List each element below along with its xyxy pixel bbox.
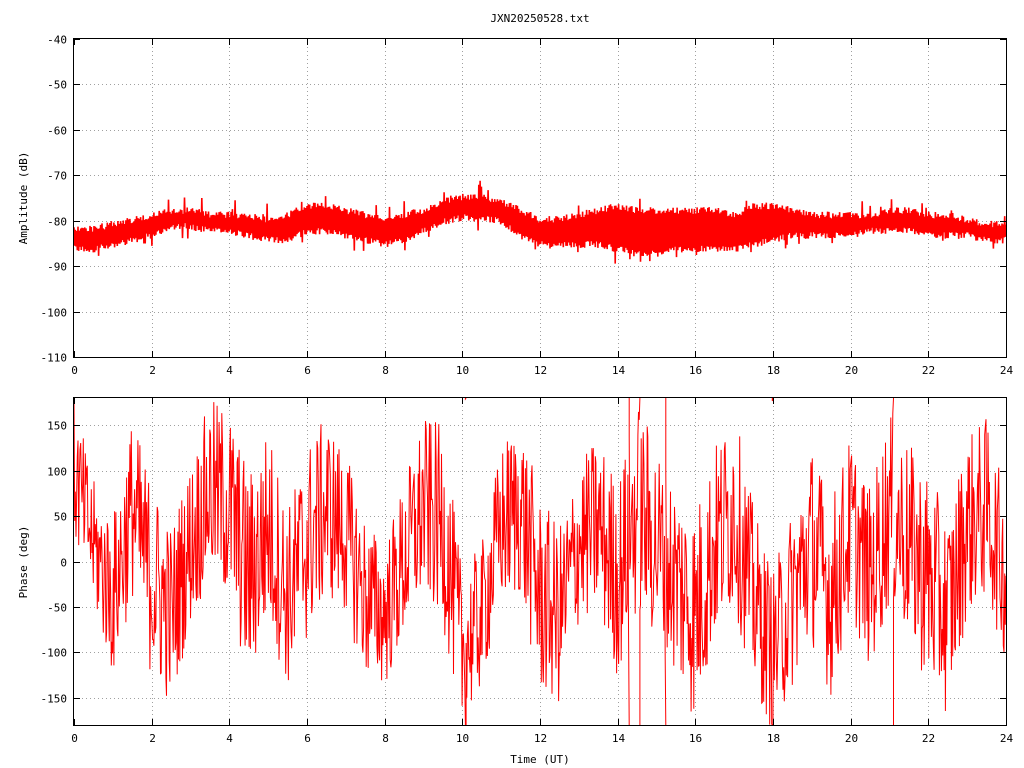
y-tick-label: -40 (47, 34, 67, 47)
amplitude-panel: 0 2 4 6 8 10 12 14 16 18 20 22 24-40-50-60-70-80-90-… (17, 34, 1013, 378)
x-tick-label: 0 (71, 364, 78, 377)
y-tick-label: -100 (41, 647, 68, 660)
y-tick-label: 150 (47, 420, 67, 433)
amplitude-series (73, 180, 1007, 264)
amplitude-grid (74, 39, 1006, 357)
x-tick-label: 22 (922, 364, 935, 377)
x-tick-label: 24 (1000, 732, 1014, 745)
x-tick-label: 14 (612, 364, 626, 377)
x-tick-label: 20 (845, 732, 858, 745)
x-axis-label: Time (UT) (510, 753, 570, 766)
y-tick-label: 50 (54, 511, 67, 524)
x-tick-label: 14 (612, 732, 626, 745)
x-tick-label: 6 (304, 364, 311, 377)
phase-line (73, 397, 1007, 726)
x-tick-label: 4 (226, 364, 233, 377)
x-tick-label: 22 (922, 732, 935, 745)
x-tick-label: 12 (534, 732, 547, 745)
amplitude-y-label: Amplitude (dB) (17, 152, 30, 245)
x-tick-label: 6 (304, 732, 311, 745)
y-tick-label: -50 (47, 79, 67, 92)
phase-panel: 0 2 4 6 8 10 12 14 16 18 20 22 24150100500-50-100-15… (17, 397, 1014, 745)
x-tick-label: 16 (689, 732, 702, 745)
x-tick-label: 16 (689, 364, 702, 377)
x-tick-label: 2 (149, 732, 156, 745)
y-tick-label: 100 (47, 466, 67, 479)
x-tick-label: 10 (456, 732, 469, 745)
amplitude-frame (73, 38, 1007, 358)
y-tick-label: -70 (47, 170, 67, 183)
x-tick-label: 8 (382, 364, 389, 377)
x-tick-label: 20 (845, 364, 858, 377)
phase-y-label: Phase (deg) (17, 526, 30, 599)
y-tick-label: -60 (47, 125, 67, 138)
x-tick-label: 12 (534, 364, 547, 377)
x-tick-label: 8 (382, 732, 389, 745)
x-tick-label: 18 (767, 364, 780, 377)
amplitude-ticks: 0 2 4 6 8 10 12 14 16 18 20 22 24-40-50-60-70-80-90-… (41, 34, 1014, 378)
chart-title: JXN20250528.txt (490, 12, 589, 25)
y-tick-label: -150 (41, 693, 68, 706)
x-tick-label: 0 (71, 732, 78, 745)
y-tick-label: -100 (41, 307, 68, 320)
y-tick-label: 0 (60, 557, 67, 570)
y-tick-label: -90 (47, 261, 67, 274)
y-tick-label: -50 (47, 602, 67, 615)
phase-frame (73, 397, 1007, 726)
phase-series (73, 397, 1007, 726)
x-tick-label: 2 (149, 364, 156, 377)
x-tick-label: 4 (226, 732, 233, 745)
phase-ticks: 0 2 4 6 8 10 12 14 16 18 20 22 24150100500-50-100-15… (41, 398, 1014, 745)
amplitude-line (73, 180, 1007, 264)
x-tick-label: 24 (1000, 364, 1014, 377)
x-tick-label: 18 (767, 732, 780, 745)
y-tick-label: -80 (47, 216, 67, 229)
x-tick-label: 10 (456, 364, 469, 377)
y-tick-label: -110 (41, 352, 68, 365)
